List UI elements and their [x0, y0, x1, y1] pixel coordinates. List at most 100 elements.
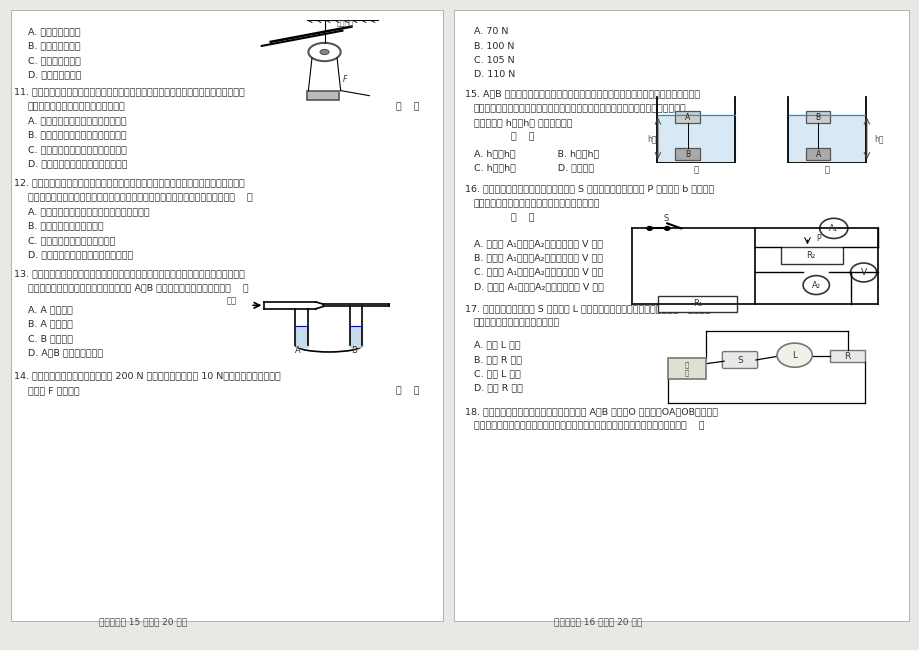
- Text: 13. 如图所示，将一根玻璃管制成粗细不同的两段，管的下方与一个装有部分水的连通器: 13. 如图所示，将一根玻璃管制成粗细不同的两段，管的下方与一个装有部分水的连通…: [14, 269, 244, 278]
- Text: 所示，杠杆处于平衡状态。如果将甲、乙物体（不溶于水）浸没于水中，杠杆将会（    ）: 所示，杠杆处于平衡状态。如果将甲、乙物体（不溶于水）浸没于水中，杠杆将会（ ）: [473, 421, 704, 430]
- Text: 过程中，下列关于电表示数变化情况判断正确的是: 过程中，下列关于电表示数变化情况判断正确的是: [473, 199, 600, 208]
- Text: B. A 液面下降: B. A 液面下降: [28, 320, 73, 329]
- Bar: [454, 10, 908, 621]
- Text: A. 机械能转化为电能，再转化为光能: A. 机械能转化为电能，再转化为光能: [28, 116, 126, 125]
- Circle shape: [664, 226, 669, 230]
- Polygon shape: [788, 115, 864, 162]
- Text: （    ）: （ ）: [510, 213, 534, 222]
- Text: 17. 如图所示，闭合开关 S 后，灯泡 L 没有发光，电流表和电压表的示数均为 0。若电路: 17. 如图所示，闭合开关 S 后，灯泡 L 没有发光，电流表和电压表的示数均为…: [464, 304, 709, 313]
- Text: B: B: [350, 346, 357, 355]
- Text: B. 失去电子带负电: B. 失去电子带负电: [28, 42, 80, 51]
- Text: A₁: A₁: [828, 224, 837, 233]
- Text: 16. 如图所示，电源电压不变，闭合开关 S 后，滑动变阻器的滑片 P 自中点向 b 端移动的: 16. 如图所示，电源电压不变，闭合开关 S 后，滑动变阻器的滑片 P 自中点向…: [464, 185, 713, 194]
- Text: D. 得到电子带负电: D. 得到电子带负电: [28, 70, 81, 79]
- Text: C. 电流表 A₁变小，A₂变小，电压表 V 变大: C. 电流表 A₁变小，A₂变小，电压表 V 变大: [473, 268, 602, 277]
- Text: B: B: [815, 112, 820, 122]
- Text: F: F: [342, 75, 346, 84]
- Circle shape: [320, 49, 329, 55]
- Text: R₁: R₁: [693, 300, 702, 309]
- Text: A: A: [814, 150, 820, 159]
- Text: D. 电流表 A₁不变，A₂变大，电压表 V 变小: D. 电流表 A₁不变，A₂变大，电压表 V 变小: [473, 282, 603, 291]
- Bar: [675, 148, 699, 160]
- Text: C. 机械能转化为光能，再转化为电能: C. 机械能转化为光能，再转化为电能: [28, 145, 126, 154]
- Polygon shape: [657, 115, 733, 162]
- Text: V: V: [859, 268, 866, 277]
- Text: C. 105 N: C. 105 N: [473, 56, 514, 65]
- Text: A: A: [295, 346, 301, 355]
- Text: D. 电阻 R 短路: D. 电阻 R 短路: [473, 384, 522, 393]
- Text: D. 光能转化为机械能，再转化为电能: D. 光能转化为机械能，再转化为电能: [28, 159, 127, 168]
- Text: h甲: h甲: [647, 134, 656, 143]
- Text: 甲: 甲: [693, 165, 698, 174]
- Text: 11. 现在流行一款鞋，穿上它走路时，鞋会发光，站着不动就不会发光。则这款鞋发光的: 11. 现在流行一款鞋，穿上它走路时，鞋会发光，站着不动就不会发光。则这款鞋发光…: [14, 88, 244, 97]
- Text: A. 70 N: A. 70 N: [473, 27, 507, 36]
- Text: B. 100 N: B. 100 N: [473, 42, 514, 51]
- Text: 15. A、B 是两个不溶于水的物块，用一根细线连接在一起，先后以两种不同方式放入同: 15. A、B 是两个不溶于水的物块，用一根细线连接在一起，先后以两种不同方式放…: [464, 90, 699, 99]
- Text: 水面的高度 h甲、h乙 的大小关系为: 水面的高度 h甲、h乙 的大小关系为: [473, 118, 572, 127]
- Text: L: L: [791, 351, 796, 359]
- Bar: [11, 10, 443, 621]
- Bar: [675, 111, 699, 123]
- Text: 原理，从能量转化的角度分析正确的是: 原理，从能量转化的角度分析正确的是: [28, 102, 125, 111]
- Text: 18. 材料相同的甲、乙两个物体分别挂在杠杆 A、B 两端，O 为支点（OA＜OB），如图: 18. 材料相同的甲、乙两个物体分别挂在杠杆 A、B 两端，O 为支点（OA＜O…: [464, 407, 717, 416]
- Circle shape: [802, 276, 829, 294]
- Text: B. 电阻 R 断路: B. 电阻 R 断路: [473, 355, 521, 364]
- Text: 相通。当从管的一端吹气时，连通器两端 A、B 液面高度变化情况正确的是（    ）: 相通。当从管的一端吹气时，连通器两端 A、B 液面高度变化情况正确的是（ ）: [28, 283, 248, 292]
- Text: A. 失去电子带正电: A. 失去电子带正电: [28, 27, 80, 36]
- Text: P: P: [815, 234, 820, 243]
- Text: C. B 液面下降: C. B 液面下降: [28, 334, 73, 343]
- Text: h乙: h乙: [873, 134, 882, 143]
- Bar: [658, 296, 736, 311]
- Text: 塑料吸管: 塑料吸管: [336, 20, 354, 26]
- Text: 中只有一处故障，则可能的故障是: 中只有一处故障，则可能的故障是: [473, 318, 560, 328]
- Text: B. 矿泉水瓶热胀冷缩的结果: B. 矿泉水瓶热胀冷缩的结果: [28, 222, 103, 231]
- Text: C. h甲＝h乙              D. 无法判断: C. h甲＝h乙 D. 无法判断: [473, 164, 594, 173]
- Text: 吹气: 吹气: [227, 296, 237, 305]
- Bar: [805, 148, 830, 160]
- Text: （    ）: （ ）: [395, 102, 419, 111]
- Text: A. 在所浇冷水的压力作用下，矿泉水瓶被压瘪: A. 在所浇冷水的压力作用下，矿泉水瓶被压瘪: [28, 207, 149, 216]
- Text: A. 电流表 A₁变小，A₂变小，电压表 V 不变: A. 电流表 A₁变小，A₂变小，电压表 V 不变: [473, 239, 602, 248]
- Text: R: R: [844, 352, 850, 361]
- Text: A₂: A₂: [811, 281, 820, 289]
- Polygon shape: [350, 326, 362, 347]
- Text: 一个装有水的烧杯中，处于如图甲、乙所示的静止状态。试判断两种情况下，烧杯中: 一个装有水的烧杯中，处于如图甲、乙所示的静止状态。试判断两种情况下，烧杯中: [473, 104, 686, 113]
- Text: （    ）: （ ）: [395, 386, 419, 395]
- Text: C. 得到电子带正电: C. 得到电子带正电: [28, 56, 80, 65]
- Text: 乙: 乙: [823, 165, 828, 174]
- Text: 12. 将少量热水倒入一空矿泉水瓶中（矿泉水瓶未变形），轻轻摇晃后将热水倒出，立即: 12. 将少量热水倒入一空矿泉水瓶中（矿泉水瓶未变形），轻轻摇晃后将热水倒出，立…: [14, 179, 244, 188]
- Text: 电
源: 电 源: [685, 361, 688, 376]
- Text: S: S: [663, 214, 668, 224]
- Text: 物理试卷第 16 页（共 20 页）: 物理试卷第 16 页（共 20 页）: [553, 618, 641, 627]
- Text: 物理试卷第 15 页（共 20 页）: 物理试卷第 15 页（共 20 页）: [98, 618, 187, 627]
- Text: B. 电能转化为机械能，再转化为光能: B. 电能转化为机械能，再转化为光能: [28, 131, 126, 140]
- Polygon shape: [295, 326, 307, 347]
- Text: A. h甲＜h乙              B. h甲＞h乙: A. h甲＜h乙 B. h甲＞h乙: [473, 150, 598, 159]
- Bar: [306, 90, 338, 99]
- Text: D. A、B 液面高度均不变: D. A、B 液面高度均不变: [28, 348, 103, 358]
- Circle shape: [646, 226, 652, 230]
- Text: D. 110 N: D. 110 N: [473, 70, 515, 79]
- Text: B: B: [685, 150, 689, 159]
- Text: A. 灯泡 L 断路: A. 灯泡 L 断路: [473, 341, 520, 350]
- Text: 则拉力 F 的大小为: 则拉力 F 的大小为: [28, 386, 79, 395]
- FancyBboxPatch shape: [721, 352, 757, 369]
- Bar: [805, 111, 830, 123]
- Circle shape: [819, 218, 847, 239]
- Text: （    ）: （ ）: [510, 133, 534, 142]
- Bar: [667, 358, 706, 380]
- Text: S: S: [736, 356, 742, 365]
- Text: C. 矿泉水瓶内热气将它吸进去了: C. 矿泉水瓶内热气将它吸进去了: [28, 236, 115, 245]
- Text: 拧紧瓶盖，然后浇上冷水，可以看到矿泉水瓶变瘪。产生这一现象的主要原因是（    ）: 拧紧瓶盖，然后浇上冷水，可以看到矿泉水瓶变瘪。产生这一现象的主要原因是（ ）: [28, 193, 252, 202]
- Bar: [829, 350, 864, 363]
- Text: 14. 利用如图所示的滑轮组匀速提升 200 N 的重物，动滑轮重为 10 N（不计绳重与摩擦），: 14. 利用如图所示的滑轮组匀速提升 200 N 的重物，动滑轮重为 10 N（…: [14, 372, 280, 381]
- Circle shape: [849, 263, 876, 282]
- Text: B. 电流表 A₁变小，A₂不变，电压表 V 不变: B. 电流表 A₁变小，A₂不变，电压表 V 不变: [473, 254, 602, 263]
- Bar: [780, 247, 842, 264]
- Text: A. A 液面上升: A. A 液面上升: [28, 306, 73, 315]
- Text: C. 灯泡 L 短路: C. 灯泡 L 短路: [473, 369, 520, 378]
- Text: R₂: R₂: [806, 251, 814, 260]
- Circle shape: [777, 343, 811, 367]
- Text: D. 在大气压的作用下，矿泉水瓶被压瘪: D. 在大气压的作用下，矿泉水瓶被压瘪: [28, 250, 132, 259]
- Text: A: A: [684, 112, 689, 122]
